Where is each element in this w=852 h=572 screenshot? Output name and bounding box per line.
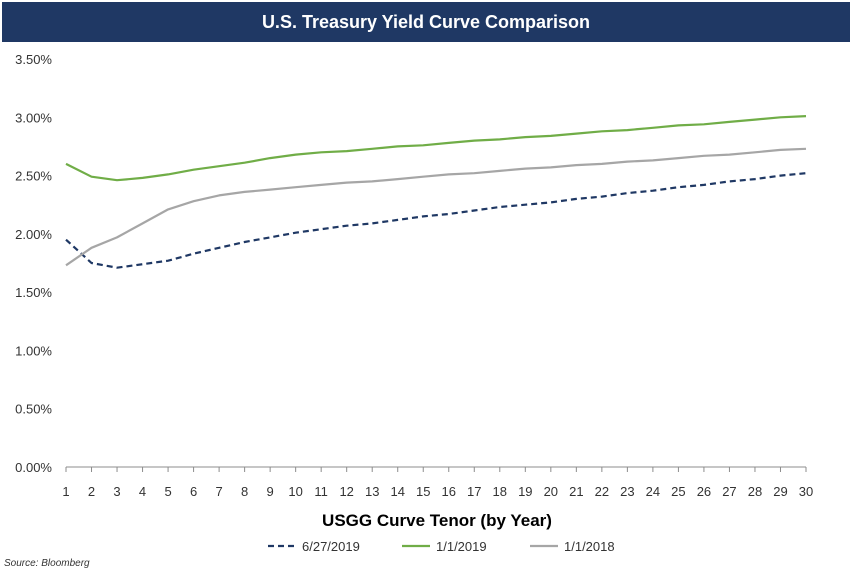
x-tick-label: 10 [288, 484, 302, 499]
x-tick-label: 15 [416, 484, 430, 499]
series-line-2 [65, 115, 807, 182]
x-tick-label: 23 [620, 484, 634, 499]
x-tick-label: 4 [139, 484, 146, 499]
legend-label: 1/1/2019 [436, 539, 487, 554]
y-tick-label: 0.00% [15, 460, 52, 475]
y-tick-label: 1.50% [15, 285, 52, 300]
x-tick-label: 30 [799, 484, 813, 499]
y-tick-label: 2.00% [15, 227, 52, 242]
x-tick-label: 24 [646, 484, 660, 499]
y-tick-label: 3.00% [15, 110, 52, 125]
x-tick-label: 28 [748, 484, 762, 499]
x-tick-label: 21 [569, 484, 583, 499]
legend-label: 6/27/2019 [302, 539, 360, 554]
y-tick-label: 3.50% [15, 52, 52, 67]
x-tick-label: 5 [164, 484, 171, 499]
x-tick-label: 29 [773, 484, 787, 499]
y-tick-label: 0.50% [15, 402, 52, 417]
chart-title: U.S. Treasury Yield Curve Comparison [2, 2, 850, 42]
x-tick-label: 25 [671, 484, 685, 499]
x-tick-label: 26 [697, 484, 711, 499]
x-axis: 1 2 3 4 5 6 7 8 9 10 11 12 13 14 15 16 17 18 19 20 21 22 23 24 2… [62, 466, 813, 499]
x-tick-label: 27 [722, 484, 736, 499]
y-tick-label: 1.00% [15, 343, 52, 358]
x-tick-label: 6 [190, 484, 197, 499]
x-tick-label: 1 [62, 484, 69, 499]
series-line-3 [65, 147, 807, 267]
legend: 6/27/2019 1/1/2019 1/1/2018 [268, 539, 615, 554]
x-tick-label: 7 [215, 484, 222, 499]
series-line-1 [65, 172, 807, 269]
x-tick-label: 2 [88, 484, 95, 499]
x-axis-label: USGG Curve Tenor (by Year) [322, 511, 552, 530]
x-tick-label: 12 [339, 484, 353, 499]
x-tick-label: 8 [241, 484, 248, 499]
x-tick-label: 11 [314, 484, 328, 499]
x-tick-label: 13 [365, 484, 379, 499]
x-tick-label: 3 [113, 484, 120, 499]
legend-label: 1/1/2018 [564, 539, 615, 554]
x-tick-label: 22 [595, 484, 609, 499]
y-axis: 0.00% 0.50% 1.00% 1.50% 2.00% 2.50% 3.00% 3.50% [15, 52, 52, 475]
x-tick-label: 16 [442, 484, 456, 499]
x-tick-label: 20 [544, 484, 558, 499]
y-tick-label: 2.50% [15, 169, 52, 184]
source-note: Source: Bloomberg [4, 558, 90, 569]
x-tick-label: 19 [518, 484, 532, 499]
x-tick-label: 18 [493, 484, 507, 499]
x-tick-label: 9 [267, 484, 274, 499]
x-tick-label: 17 [467, 484, 481, 499]
x-tick-label: 14 [390, 484, 404, 499]
plot-area [65, 115, 807, 269]
